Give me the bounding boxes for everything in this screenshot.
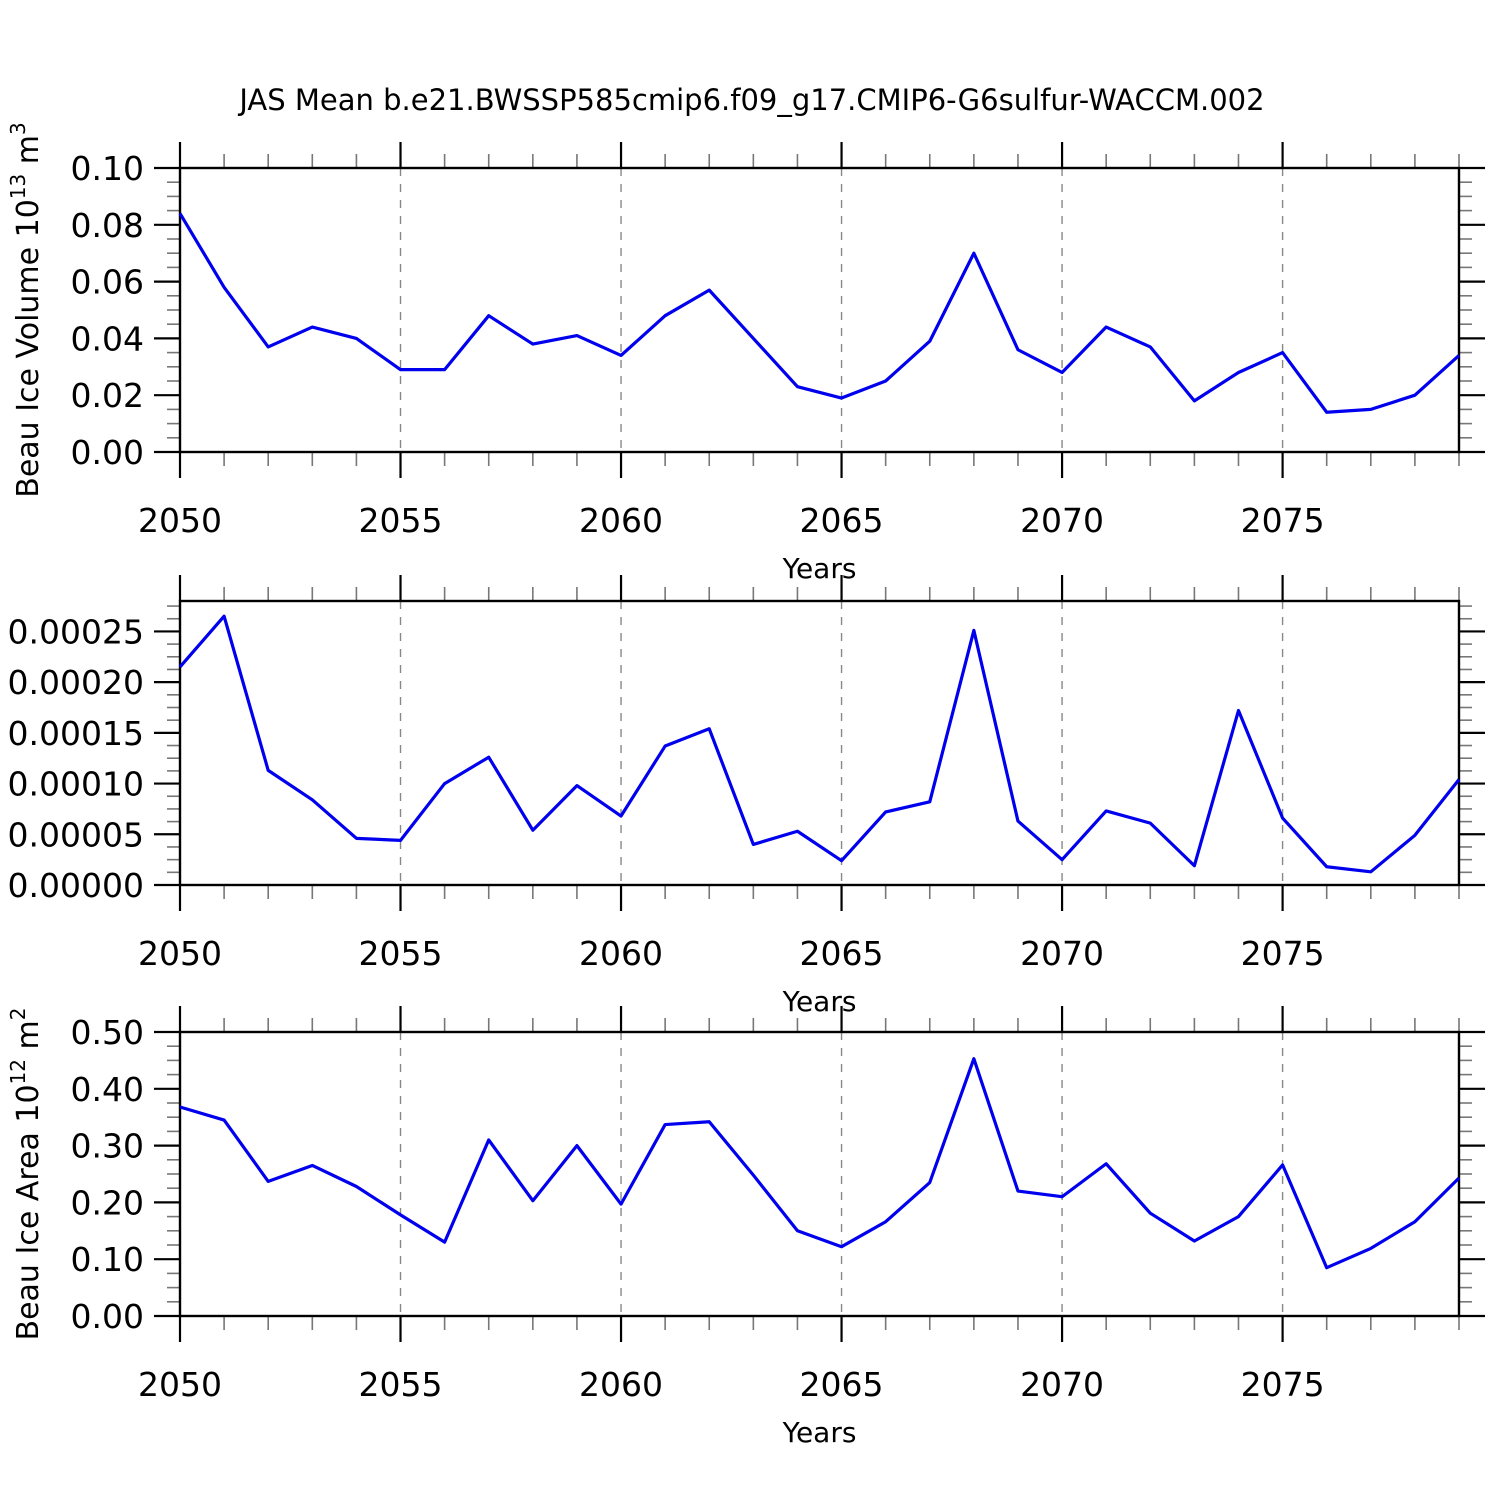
y-tick-label: 0.00010: [8, 765, 144, 804]
y-tick-label: 0.00020: [8, 663, 144, 702]
panel-ice-ratio: 2050 2055 2060 2065 2070 2075 0.00000 0.00005 0.…: [8, 575, 1485, 1018]
x-tick-label: 2065: [800, 1365, 884, 1404]
figure-title: JAS Mean b.e21.BWSSP585cmip6.f09_g17.CMI…: [237, 83, 1264, 117]
x-tick-label: 2065: [800, 934, 884, 973]
y-tick-label: 0.08: [71, 206, 144, 245]
plot-frame: [178, 1030, 1461, 1318]
y-axis-title: Beau Ice Area 1012 m2: [6, 1007, 46, 1340]
y-tick-label: 0.04: [71, 319, 144, 358]
y-tick-label: 0.02: [71, 376, 144, 415]
panels: 2050 2055 2060 2065 2070 2075 0.00 0.02 0.04 0.06…: [6, 122, 1485, 1449]
x-tick-label: 2050: [138, 934, 222, 973]
y-axis-title-part: m: [11, 1020, 46, 1059]
data-line: [178, 212, 1461, 414]
y-tick-label: 0.30: [71, 1127, 144, 1166]
x-tick-label: 2060: [579, 1365, 663, 1404]
y-axis-title: Beau Ice Volume 1013 m3: [6, 122, 46, 498]
x-axis-title: Years: [782, 552, 857, 585]
x-tick-label: 2070: [1020, 934, 1104, 973]
x-tick-label: 2055: [359, 501, 443, 540]
y-tick-label: 0.00025: [8, 612, 144, 651]
data-line: [178, 614, 1461, 874]
x-tick-label: 2060: [579, 934, 663, 973]
y-axis-title-part: 3: [6, 122, 30, 135]
data-line: [179, 1057, 1461, 1270]
y-tick-label: 0.20: [71, 1183, 144, 1222]
y-tick-label: 0.10: [71, 149, 144, 188]
y-tick-label: 0.10: [71, 1240, 144, 1279]
y-axis-title-part: Beau Ice Area 10: [11, 1084, 46, 1340]
x-tick-label: 2050: [138, 501, 222, 540]
x-tick-label: 2065: [800, 501, 884, 540]
x-tick-label: 2070: [1020, 1365, 1104, 1404]
y-tick-label: 0.00000: [8, 866, 144, 905]
x-axis-title: Years: [782, 1416, 857, 1449]
y-axis-title-part: 12: [6, 1059, 30, 1084]
x-tick-label: 2055: [359, 1365, 443, 1404]
y-axis-title-part: m: [11, 135, 46, 174]
x-tick-label: 2075: [1241, 501, 1325, 540]
y-axis-title-part: Beau Ice Volume 10: [11, 199, 46, 498]
x-tick-label: 2070: [1020, 501, 1104, 540]
y-axis-title-part: 13: [6, 174, 30, 199]
plot-frame: [178, 166, 1461, 454]
y-tick-label: 0.50: [71, 1013, 144, 1052]
x-tick-label: 2075: [1241, 934, 1325, 973]
y-tick-label: 0.00: [71, 1297, 144, 1336]
y-axis-title-part: 2: [6, 1007, 30, 1020]
x-axis-title: Years: [782, 985, 857, 1018]
y-tick-label: 0.40: [71, 1070, 144, 1109]
y-tick-label: 0.00005: [8, 815, 144, 854]
plot-frame: [178, 599, 1461, 887]
x-tick-label: 2050: [138, 1365, 222, 1404]
y-tick-label: 0.06: [71, 263, 144, 302]
y-tick-label: 0.00015: [8, 714, 144, 753]
x-tick-label: 2075: [1241, 1365, 1325, 1404]
panel-ice-area: 2050 2055 2060 2065 2070 2075 0.00 0.10 0.20 0.30…: [6, 1006, 1485, 1449]
x-tick-label: 2055: [359, 934, 443, 973]
panel-ice-volume: 2050 2055 2060 2065 2070 2075 0.00 0.02 0.04 0.06…: [6, 122, 1485, 585]
x-tick-label: 2060: [579, 501, 663, 540]
y-tick-label: 0.00: [71, 433, 144, 472]
